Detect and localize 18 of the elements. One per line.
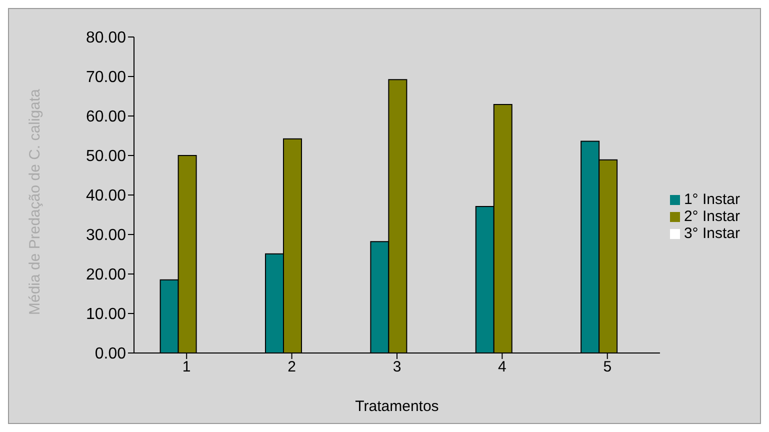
x-tick-label: 2: [288, 358, 296, 376]
y-tick-label: 80.00: [86, 30, 126, 47]
y-tick-label: 70.00: [86, 69, 126, 86]
y-tick-label: 0.00: [94, 346, 126, 363]
legend-label: 3° Instar: [684, 224, 740, 242]
x-tick-label: 1: [182, 358, 191, 376]
y-tick-label: 30.00: [86, 227, 126, 244]
y-tick-label: 60.00: [86, 108, 126, 126]
x-tick-label: 3: [392, 358, 402, 376]
x-tick-label: 4: [498, 358, 506, 376]
legend-label: 1° Instar: [684, 190, 740, 208]
x-axis-title: Tratamentos: [355, 398, 439, 415]
legend-label: 2° Instar: [684, 208, 740, 224]
y-tick-label: 40.00: [86, 188, 126, 205]
y-tick-label: 20.00: [86, 266, 126, 284]
y-tick-label: 10.00: [86, 306, 126, 324]
y-tick-label: 50.00: [86, 148, 126, 166]
x-tick-label: 5: [603, 358, 612, 376]
